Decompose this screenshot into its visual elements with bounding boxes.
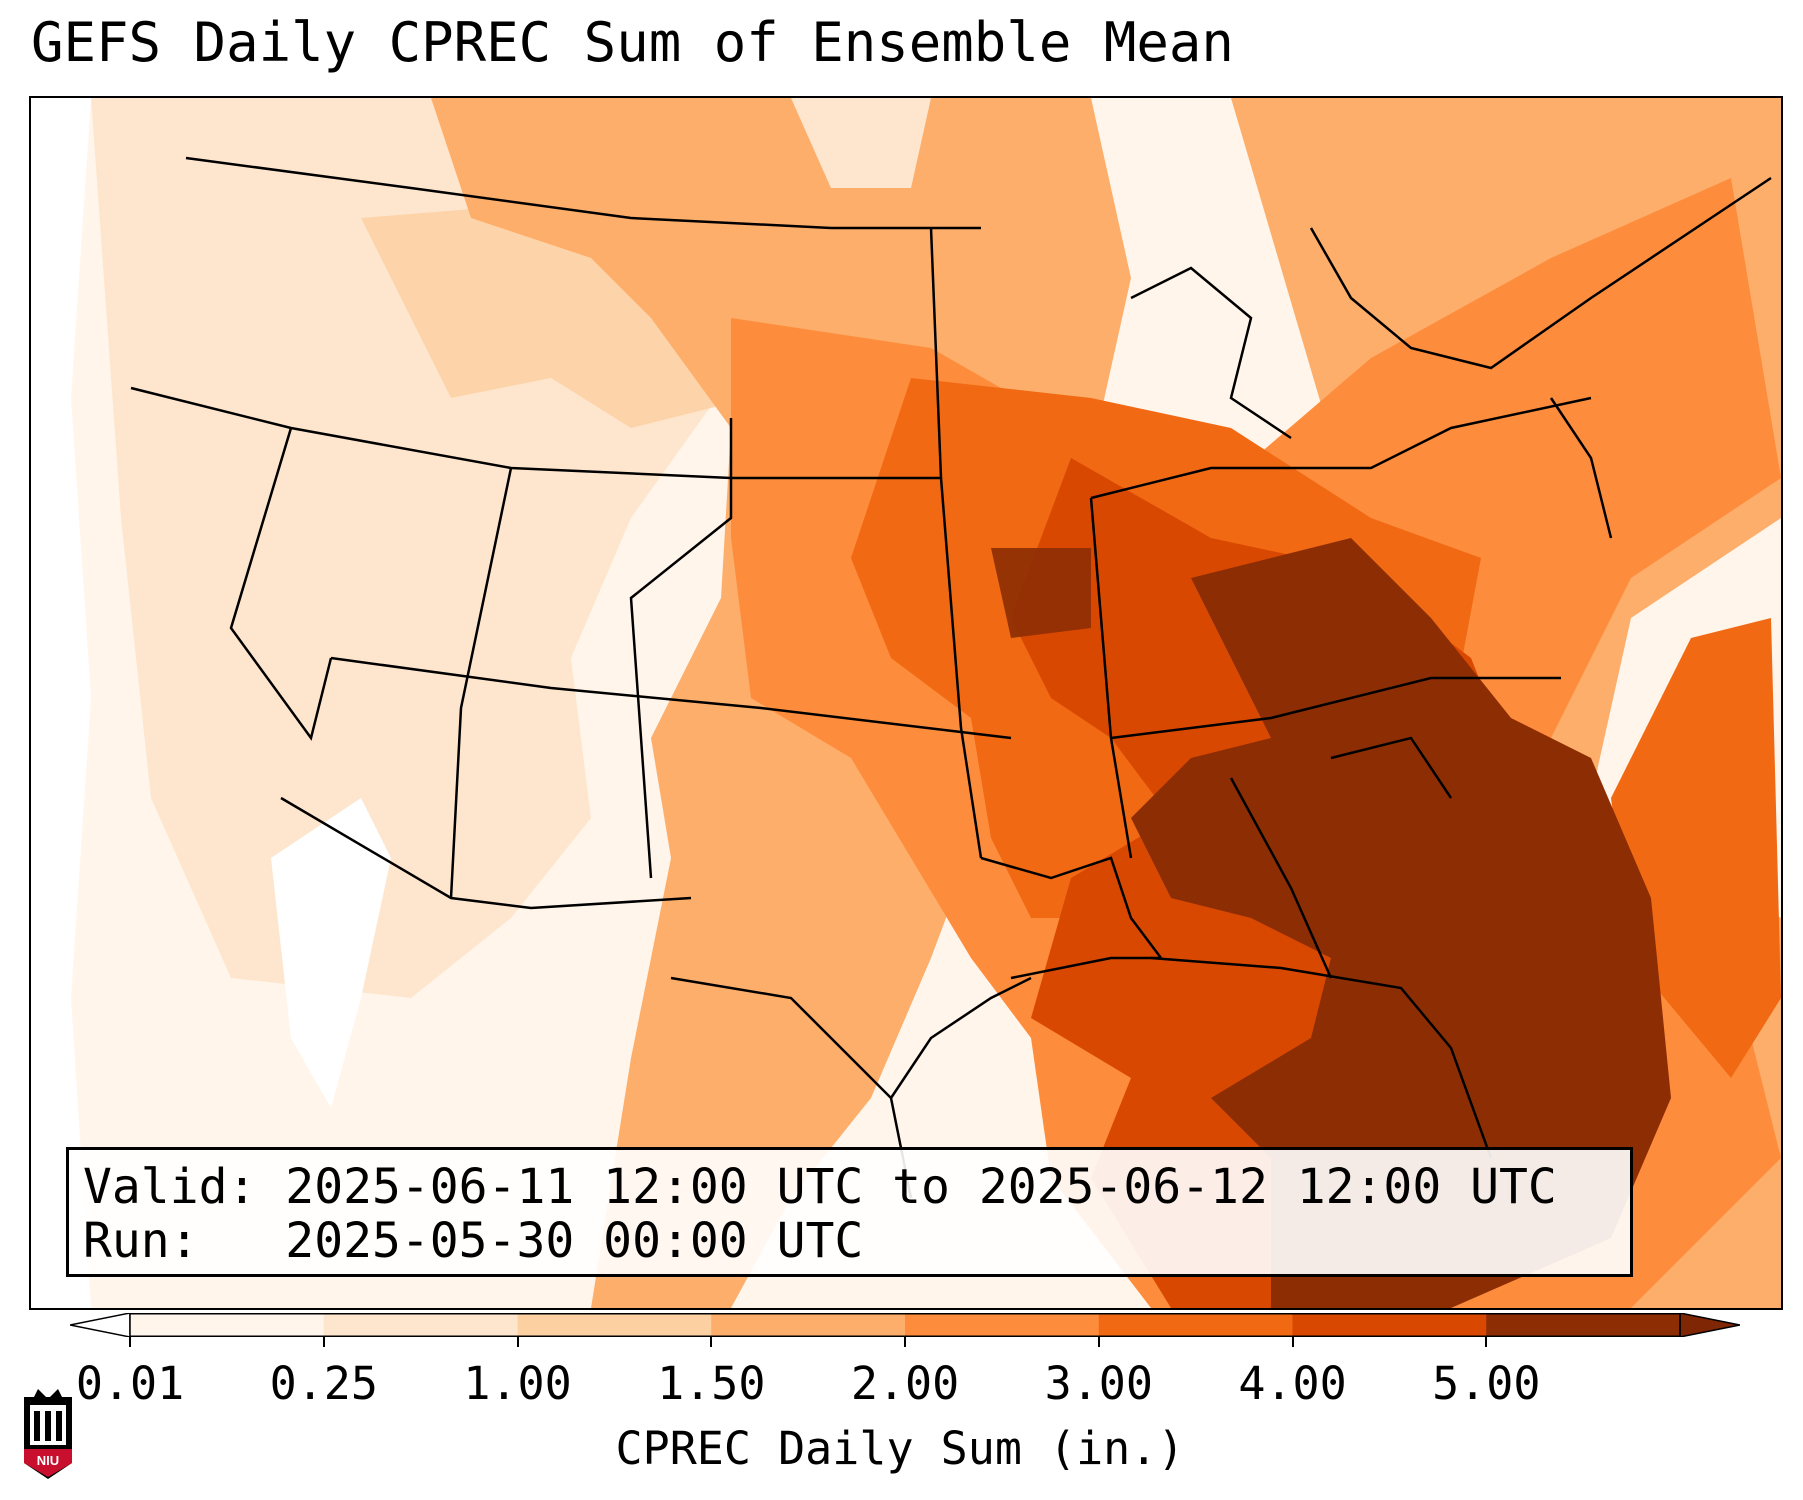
colorbar-segment xyxy=(1486,1313,1681,1337)
colorbar-tick-label: 5.00 xyxy=(1432,1357,1541,1410)
valid-time-text: Valid: 2025-06-11 12:00 UTC to 2025-06-1… xyxy=(83,1159,1557,1215)
colorbar-segment xyxy=(517,1313,712,1337)
colorbar-tick-mark xyxy=(1485,1337,1488,1347)
colorbar-segment xyxy=(905,1313,1100,1337)
colorbar-segment xyxy=(711,1313,906,1337)
colorbar-tick-mark xyxy=(1097,1337,1100,1347)
colorbar-segment xyxy=(130,1313,325,1337)
boundary-lines xyxy=(130,156,1772,1199)
colorbar-tick-mark xyxy=(710,1337,713,1347)
colorbar-under-extend xyxy=(70,1313,131,1337)
niu-logo-icon: NIU xyxy=(24,1389,72,1479)
logo-text: NIU xyxy=(37,1453,59,1468)
colorbar-segment xyxy=(323,1313,518,1337)
colorbar-segment xyxy=(1292,1313,1487,1337)
precipitation-map xyxy=(31,98,1781,1308)
colorbar-tick-label: 4.00 xyxy=(1238,1357,1347,1410)
colorbar-tick-label: 1.00 xyxy=(463,1357,572,1410)
colorbar-segment xyxy=(1098,1313,1293,1337)
colorbar-label: CPREC Daily Sum (in.) xyxy=(615,1422,1185,1475)
colorbar-tick-label: 0.01 xyxy=(75,1357,185,1410)
colorbar-over-extend xyxy=(1679,1313,1740,1337)
colorbar-tick-mark xyxy=(322,1337,325,1347)
colorbar-tick-label: 0.25 xyxy=(269,1357,378,1410)
precip-fill-layer xyxy=(31,98,1781,1308)
map-panel xyxy=(29,96,1783,1310)
run-time-text: Run: 2025-05-30 00:00 UTC xyxy=(83,1213,864,1269)
colorbar-tick-mark xyxy=(904,1337,906,1347)
colorbar-tick-mark xyxy=(129,1337,131,1347)
colorbar xyxy=(70,1313,1740,1337)
run-info-box: Valid: 2025-06-11 12:00 UTC to 2025-06-1… xyxy=(66,1147,1633,1277)
colorbar-tick-mark xyxy=(516,1337,519,1347)
colorbar-tick-label: 2.00 xyxy=(850,1357,960,1410)
colorbar-tick-label: 1.50 xyxy=(657,1357,766,1410)
colorbar-tick-mark xyxy=(1291,1337,1294,1347)
colorbar-tick-label: 3.00 xyxy=(1044,1357,1153,1410)
map-title: GEFS Daily CPREC Sum of Ensemble Mean xyxy=(31,11,1234,74)
